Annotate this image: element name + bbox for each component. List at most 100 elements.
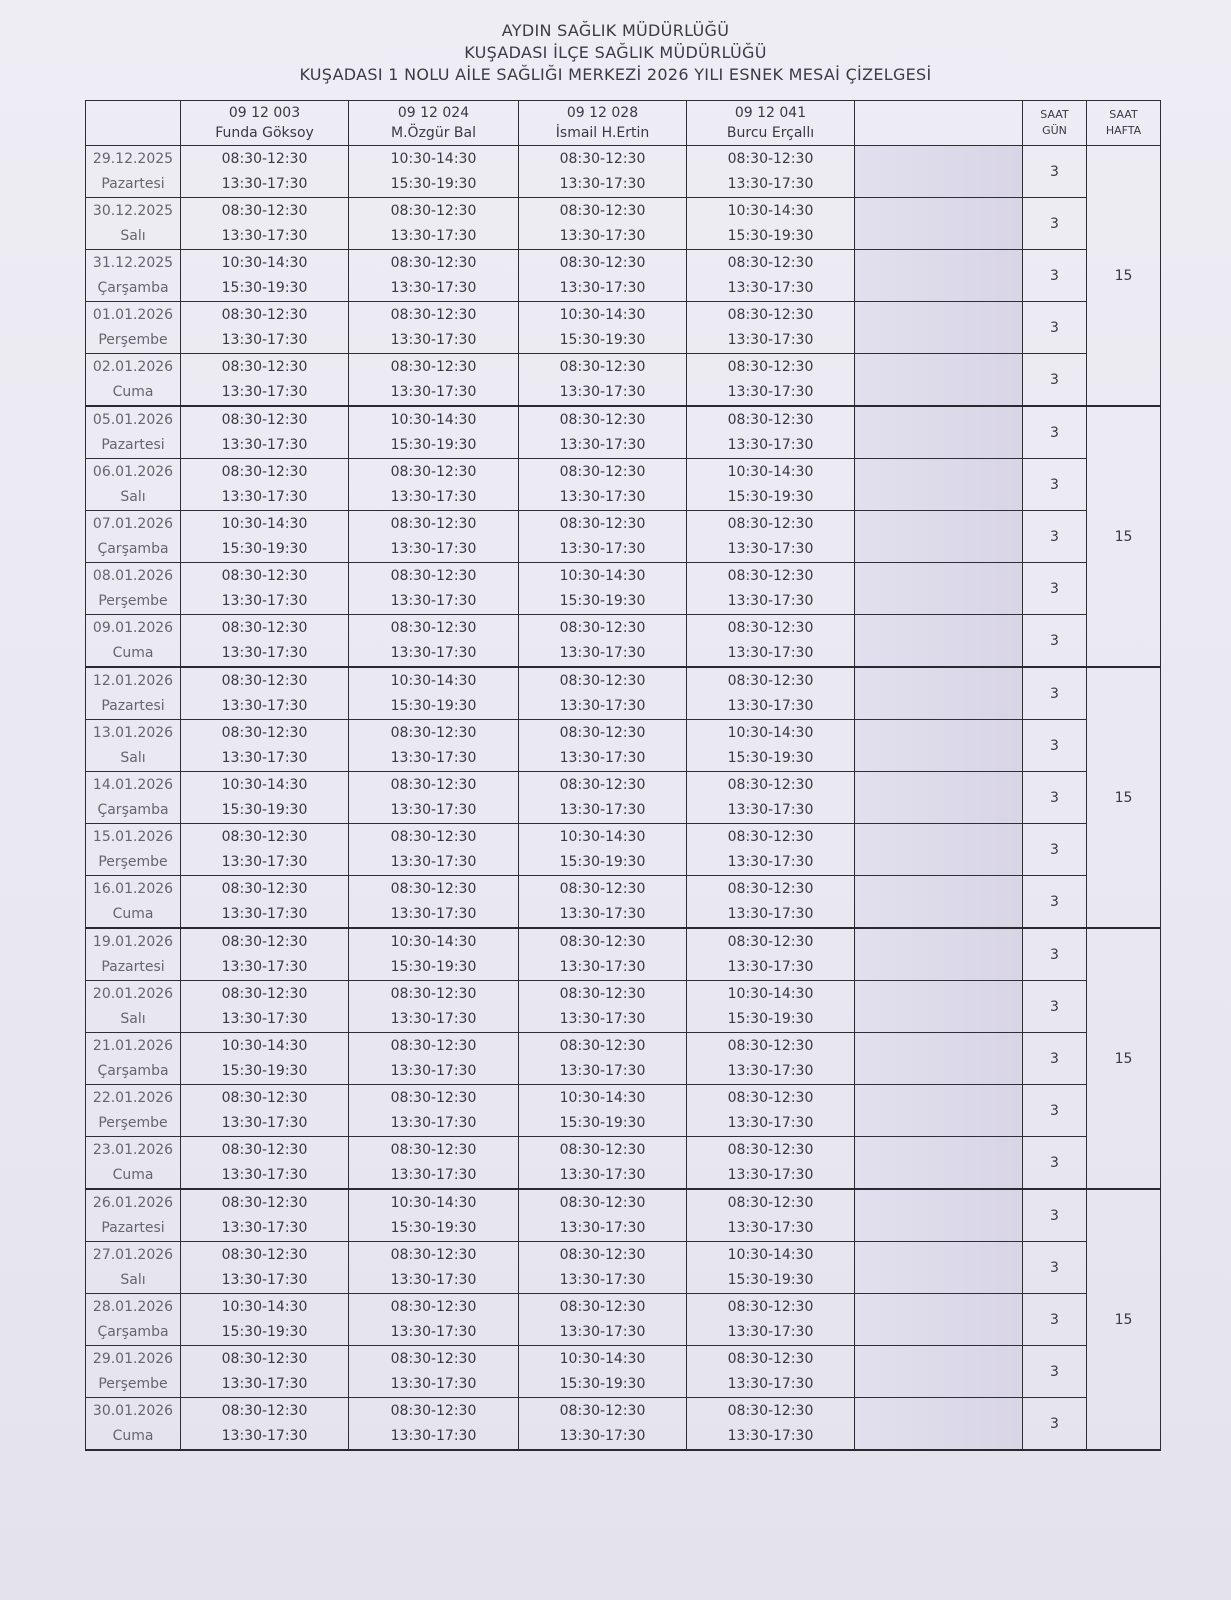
shift-morning: 10:30-14:30 — [727, 202, 814, 219]
shift-afternoon: 13:30-17:30 — [221, 644, 308, 661]
shift-cell: 08:30-12:30 13:30-17:30 — [180, 614, 349, 668]
shift-afternoon: 13:30-17:30 — [390, 1323, 477, 1340]
saat-gun-cell: 3 — [1022, 927, 1087, 981]
table-row: 23.01.2026 Cuma 08:30-12:30 13:30-17:30 08:3… — [85, 1136, 1161, 1190]
shift-cell: 10:30-14:30 15:30-19:30 — [686, 1241, 855, 1294]
shift-cell: 08:30-12:30 13:30-17:30 — [518, 875, 687, 929]
date-text: 30.12.2025 — [92, 202, 174, 219]
table-row: 08.01.2026 Perşembe 08:30-12:30 13:30-17:30… — [85, 562, 1161, 615]
day-text: Çarşamba — [97, 801, 169, 818]
day-text: Çarşamba — [97, 1062, 169, 1079]
empty-cell — [854, 458, 1023, 511]
shift-afternoon: 13:30-17:30 — [390, 1427, 477, 1444]
shift-cell: 08:30-12:30 13:30-17:30 — [518, 1188, 687, 1242]
shift-cell: 08:30-12:30 13:30-17:30 — [180, 719, 349, 772]
table-row: 30.12.2025 Salı 08:30-12:30 13:30-17:30 08:3… — [85, 197, 1161, 250]
day-text: Perşembe — [98, 331, 168, 348]
shift-morning: 10:30-14:30 — [390, 1194, 477, 1211]
shift-cell: 08:30-12:30 13:30-17:30 — [348, 301, 519, 354]
shift-cell: 08:30-12:30 13:30-17:30 — [518, 353, 687, 407]
shift-cell: 08:30-12:30 13:30-17:30 — [180, 1188, 349, 1242]
shift-afternoon: 13:30-17:30 — [390, 540, 477, 557]
empty-cell — [854, 145, 1023, 198]
shift-afternoon: 13:30-17:30 — [727, 1219, 814, 1236]
document-header: AYDIN SAĞLIK MÜDÜRLÜĞÜ KUŞADASI İLÇE SAĞ… — [0, 20, 1231, 86]
saat-hafta-cell: 15 — [1086, 405, 1161, 668]
date-cell: 01.01.2026 Perşembe — [85, 301, 181, 354]
shift-morning: 08:30-12:30 — [559, 358, 646, 375]
table-row: 02.01.2026 Cuma 08:30-12:30 13:30-17:30 08:3… — [85, 353, 1161, 407]
shift-afternoon: 13:30-17:30 — [727, 1427, 814, 1444]
day-text: Salı — [120, 1271, 146, 1288]
shift-afternoon: 15:30-19:30 — [221, 279, 308, 296]
shift-cell: 08:30-12:30 13:30-17:30 — [180, 666, 349, 720]
shift-cell: 08:30-12:30 13:30-17:30 — [686, 249, 855, 302]
table-row: 13.01.2026 Salı 08:30-12:30 13:30-17:30 08:3… — [85, 719, 1161, 772]
shift-afternoon: 15:30-19:30 — [390, 436, 477, 453]
shift-afternoon: 13:30-17:30 — [390, 331, 477, 348]
saat-gun-cell: 3 — [1022, 458, 1087, 511]
shift-cell: 10:30-14:30 15:30-19:30 — [518, 1345, 687, 1398]
shift-morning: 08:30-12:30 — [390, 619, 477, 636]
shift-morning: 10:30-14:30 — [221, 776, 308, 793]
header-text: HAFTA — [1105, 124, 1142, 137]
day-text: Çarşamba — [97, 540, 169, 557]
shift-cell: 10:30-14:30 15:30-19:30 — [518, 562, 687, 615]
shift-morning: 08:30-12:30 — [221, 619, 308, 636]
shift-afternoon: 13:30-17:30 — [559, 1010, 646, 1027]
date-text: 29.01.2026 — [92, 1350, 174, 1367]
shift-afternoon: 15:30-19:30 — [390, 175, 477, 192]
empty-cell — [854, 1136, 1023, 1190]
saat-gun-cell: 3 — [1022, 666, 1087, 720]
shift-morning: 08:30-12:30 — [390, 776, 477, 793]
shift-morning: 08:30-12:30 — [559, 1246, 646, 1263]
shift-cell: 08:30-12:30 13:30-17:30 — [686, 1293, 855, 1346]
schedule-table: 09 12 003 Funda Göksoy 09 12 024 M.Özgür B… — [85, 100, 1161, 1451]
table-row: 15.01.2026 Perşembe 08:30-12:30 13:30-17:30… — [85, 823, 1161, 876]
date-text: 21.01.2026 — [92, 1037, 174, 1054]
shift-cell: 08:30-12:30 13:30-17:30 — [518, 405, 687, 459]
shift-afternoon: 13:30-17:30 — [559, 1219, 646, 1236]
shift-afternoon: 13:30-17:30 — [727, 697, 814, 714]
shift-morning: 08:30-12:30 — [390, 1298, 477, 1315]
title-district: KUŞADASI İLÇE SAĞLIK MÜDÜRLÜĞÜ — [464, 43, 767, 62]
shift-morning: 08:30-12:30 — [727, 933, 814, 950]
saat-gun-cell: 3 — [1022, 1084, 1087, 1137]
shift-morning: 08:30-12:30 — [559, 1141, 646, 1158]
shift-morning: 10:30-14:30 — [221, 254, 308, 271]
shift-morning: 08:30-12:30 — [559, 1194, 646, 1211]
day-text: Çarşamba — [97, 279, 169, 296]
shift-afternoon: 13:30-17:30 — [390, 853, 477, 870]
shift-morning: 08:30-12:30 — [727, 358, 814, 375]
empty-cell — [854, 1188, 1023, 1242]
shift-cell: 08:30-12:30 13:30-17:30 — [180, 353, 349, 407]
shift-cell: 08:30-12:30 13:30-17:30 — [518, 1136, 687, 1190]
shift-morning: 08:30-12:30 — [221, 202, 308, 219]
shift-afternoon: 15:30-19:30 — [559, 1375, 646, 1392]
shift-afternoon: 13:30-17:30 — [727, 383, 814, 400]
shift-afternoon: 15:30-19:30 — [221, 540, 308, 557]
shift-afternoon: 13:30-17:30 — [727, 1062, 814, 1079]
shift-morning: 10:30-14:30 — [727, 724, 814, 741]
shift-morning: 08:30-12:30 — [390, 880, 477, 897]
empty-cell — [854, 301, 1023, 354]
shift-afternoon: 15:30-19:30 — [559, 592, 646, 609]
shift-cell: 08:30-12:30 13:30-17:30 — [348, 1136, 519, 1190]
saat-gun-cell: 3 — [1022, 719, 1087, 772]
shift-afternoon: 13:30-17:30 — [390, 905, 477, 922]
date-text: 01.01.2026 — [92, 306, 174, 323]
shift-morning: 08:30-12:30 — [727, 1141, 814, 1158]
table-row: 29.12.2025 Pazartesi 08:30-12:30 13:30-17:3… — [85, 145, 1161, 407]
shift-cell: 08:30-12:30 13:30-17:30 — [180, 562, 349, 615]
shift-afternoon: 13:30-17:30 — [559, 1271, 646, 1288]
day-text: Salı — [120, 488, 146, 505]
empty-cell — [854, 1345, 1023, 1398]
date-cell: 14.01.2026 Çarşamba — [85, 771, 181, 824]
shift-afternoon: 13:30-17:30 — [727, 331, 814, 348]
shift-cell: 08:30-12:30 13:30-17:30 — [518, 1241, 687, 1294]
shift-afternoon: 13:30-17:30 — [559, 905, 646, 922]
shift-morning: 10:30-14:30 — [727, 1246, 814, 1263]
date-cell: 30.12.2025 Salı — [85, 197, 181, 250]
shift-cell: 08:30-12:30 13:30-17:30 — [180, 1136, 349, 1190]
shift-afternoon: 13:30-17:30 — [727, 853, 814, 870]
